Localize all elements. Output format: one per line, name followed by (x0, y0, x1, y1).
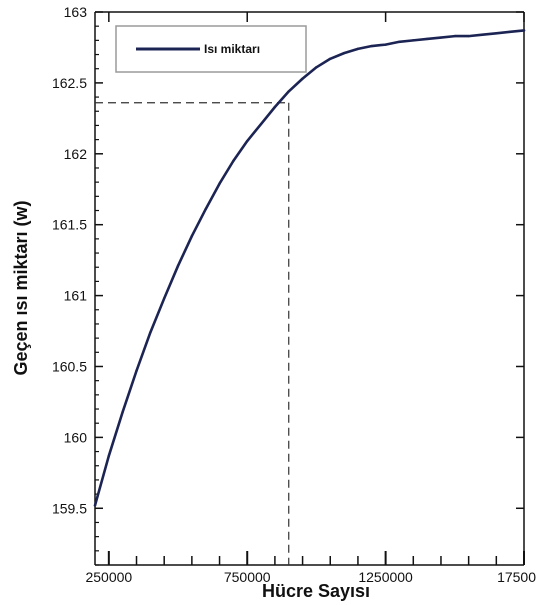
x-tick-label: 1250000 (358, 569, 413, 585)
data-point (287, 90, 290, 93)
data-point (412, 39, 415, 42)
ticks-layer: 159.5 160 160.5 161 161.5 162 162.5 163 250000 75… (52, 4, 536, 585)
data-point (495, 32, 498, 35)
data-point (356, 47, 360, 51)
data-point (370, 44, 373, 48)
y-tick-label: 161.5 (52, 217, 87, 233)
data-point (398, 40, 401, 43)
data-point (149, 331, 152, 334)
y-tick-label: 160.5 (52, 358, 87, 374)
data-point (121, 410, 124, 414)
x-tick-label: 17500 (497, 569, 536, 585)
data-point (190, 234, 194, 238)
x-tick-label: 750000 (224, 569, 271, 585)
y-axis-title: Geçen ısı miktarı (w) (11, 200, 31, 375)
data-point (453, 34, 457, 38)
data-point (232, 159, 235, 163)
y-tick-label: 162 (64, 146, 88, 162)
data-point (342, 51, 346, 55)
reference-lines (95, 102, 290, 565)
legend: Isı miktarı (115, 25, 307, 73)
data-point (467, 34, 470, 38)
y-tick-label: 160 (64, 429, 88, 445)
data-point (425, 37, 429, 41)
data-point (107, 454, 111, 458)
data-point (273, 105, 277, 109)
data-point (315, 66, 318, 69)
y-tick-label: 159.5 (52, 500, 87, 516)
data-point (218, 182, 221, 185)
data-point (481, 33, 484, 36)
data-point (93, 504, 97, 507)
data-point (204, 207, 207, 211)
data-point (259, 122, 263, 126)
y-tick-label: 161 (64, 288, 88, 304)
data-point (522, 29, 526, 32)
x-tick-label: 250000 (85, 569, 132, 585)
legend-label: Isı miktarı (204, 42, 260, 56)
x-axis-title: Hücre Sayısı (262, 581, 370, 601)
data-point (176, 264, 180, 268)
data-point (508, 30, 512, 34)
data-point (135, 369, 138, 372)
data-point (246, 139, 249, 143)
data-point (384, 43, 387, 46)
data-point (301, 77, 304, 80)
y-tick-label: 163 (64, 4, 88, 20)
series-layer (93, 29, 526, 507)
data-point (439, 36, 443, 39)
y-tick-label: 162.5 (52, 75, 87, 91)
data-point (329, 57, 332, 60)
plot-area (94, 11, 525, 566)
series-line (93, 29, 526, 507)
data-point (162, 297, 166, 300)
